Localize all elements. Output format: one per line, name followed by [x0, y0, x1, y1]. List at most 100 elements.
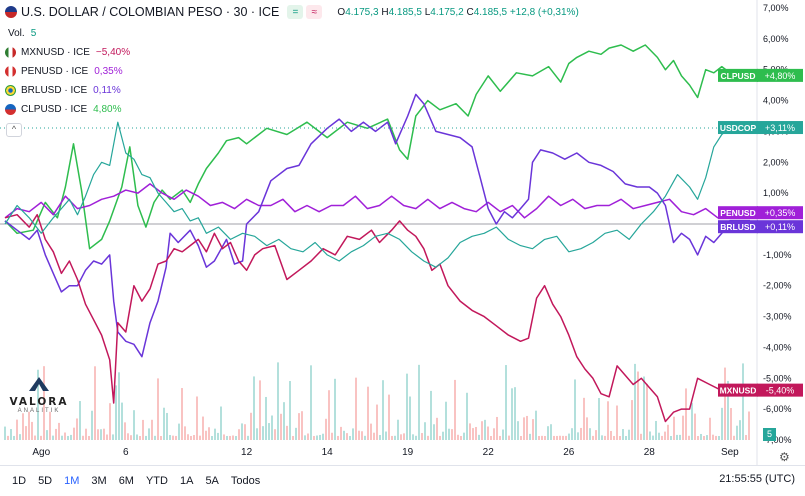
volume-bar: [121, 402, 123, 440]
volume-bar: [232, 435, 234, 440]
volume-bar: [268, 423, 270, 440]
period-1d[interactable]: 1D: [12, 475, 27, 487]
volume-bar: [553, 435, 555, 440]
volume-bar: [241, 423, 243, 440]
equal-chip[interactable]: =: [287, 5, 304, 19]
period-5a[interactable]: 5A: [205, 475, 219, 487]
volume-bar: [649, 431, 651, 440]
ohlc-key: C: [466, 6, 474, 18]
legend-change: −5,40%: [95, 47, 131, 58]
volume-bar: [19, 434, 21, 440]
volume-bar: [544, 435, 546, 440]
legend-row-penusd[interactable]: PENUSD · ICE 0,35%: [5, 66, 123, 77]
period-3m[interactable]: 3M: [91, 475, 107, 487]
series-end-value: +4,80%: [765, 71, 796, 81]
volume-bar: [118, 372, 120, 440]
volume-bar: [85, 428, 87, 440]
volume-bar: [112, 434, 114, 440]
legend-row-mxnusd[interactable]: MXNUSD · ICE −5,40%: [5, 47, 130, 58]
volume-bar: [259, 380, 261, 440]
volume-bar: [394, 435, 396, 440]
logo-mark-icon: [29, 377, 49, 391]
period-1m[interactable]: 1M: [64, 475, 80, 487]
x-tick-label: 19: [402, 447, 414, 458]
volume-bar: [397, 419, 399, 440]
volume-bar: [469, 423, 471, 440]
period-5d[interactable]: 5D: [38, 475, 53, 487]
volume-bar: [685, 388, 687, 440]
volume-bar: [160, 435, 162, 440]
legend-row-clpusd[interactable]: CLPUSD · ICE 4,80%: [5, 104, 121, 115]
volume-bar: [4, 426, 6, 440]
y-tick-label: 6,00%: [763, 34, 789, 44]
volume-bar: [31, 421, 33, 440]
period-6m[interactable]: 6M: [118, 475, 134, 487]
volume-bar: [127, 433, 129, 440]
volume-bar: [736, 425, 738, 440]
volume-bar: [460, 435, 462, 440]
legend-change: 0,11%: [93, 85, 121, 96]
volume-bar: [289, 381, 291, 440]
volume-bar: [541, 435, 543, 440]
volume-bar: [328, 390, 330, 440]
volume-bar: [244, 424, 246, 440]
volume-bar: [415, 435, 417, 440]
ohlc-close: 4.185,5: [473, 6, 508, 18]
volume-bar: [604, 435, 606, 440]
symbol-title[interactable]: U.S. DOLLAR / COLOMBIAN PESO · 30 · ICE: [21, 5, 280, 19]
legend-name: PENUSD · ICE: [21, 66, 89, 77]
volume-bar: [334, 378, 336, 440]
series-end-value: -5,40%: [766, 386, 795, 396]
volume-bar: [646, 383, 648, 440]
volume-bar: [472, 428, 474, 440]
ohlc-key: L: [424, 6, 431, 18]
y-tick-label: -7,00%: [763, 435, 792, 445]
volume-bar: [97, 429, 99, 440]
series-line-mxnusd: [4, 213, 750, 423]
x-tick-label: 14: [322, 447, 334, 458]
collapse-legend-icon[interactable]: ^: [6, 123, 22, 137]
volume-bar: [487, 426, 489, 440]
volume-bar: [184, 426, 186, 440]
volume-bar: [304, 435, 306, 440]
logo-name: VALORA: [9, 396, 69, 408]
volume-bar: [331, 432, 333, 440]
volume-bar: [478, 434, 480, 440]
clock[interactable]: 21:55:55 (UTC): [719, 473, 795, 485]
volume-bar: [355, 377, 357, 440]
volume-bar: [613, 436, 615, 440]
volume-bar: [691, 402, 693, 440]
volume-bar: [109, 403, 111, 440]
volume-bar: [166, 412, 168, 440]
volume-bar: [706, 435, 708, 440]
series-end-name: MXNUSD: [720, 386, 757, 396]
y-tick-label: -6,00%: [763, 404, 792, 414]
approx-chip[interactable]: ≈: [306, 5, 323, 19]
legend-row-brlusd[interactable]: BRLUSD · ICE 0,11%: [5, 85, 121, 96]
volume-bar: [421, 433, 423, 440]
volume-bar: [508, 435, 510, 440]
series-end-value-badge: [757, 383, 803, 397]
period-todos[interactable]: Todos: [230, 475, 261, 487]
ohlc-change: +12,8 (+0,31%): [509, 6, 579, 18]
series-end-badge: [718, 68, 758, 82]
gear-icon[interactable]: ⚙: [779, 450, 790, 464]
volume-bar: [370, 423, 372, 440]
logo-sub: ANALITIK: [17, 408, 61, 414]
volume-bar: [100, 429, 102, 440]
volume-bar: [292, 435, 294, 440]
chart-area[interactable]: 7,00%6,00%5,00%4,00%3,00%2,00%1,00%0,00%…: [0, 0, 805, 465]
volume-bar: [181, 388, 183, 440]
volume-bar: [664, 431, 666, 440]
volume-bar: [571, 428, 573, 440]
volume-bar: [226, 435, 228, 440]
series-line-brlusd: [4, 93, 750, 358]
volume-bar: [79, 401, 81, 440]
volume-bar: [124, 422, 126, 440]
volume-bar: [316, 435, 318, 440]
period-1a[interactable]: 1A: [179, 475, 194, 487]
volume-bar: [637, 371, 639, 440]
period-ytd[interactable]: YTD: [145, 475, 168, 487]
volume-bar: [643, 376, 645, 440]
volume-bar: [88, 435, 90, 440]
